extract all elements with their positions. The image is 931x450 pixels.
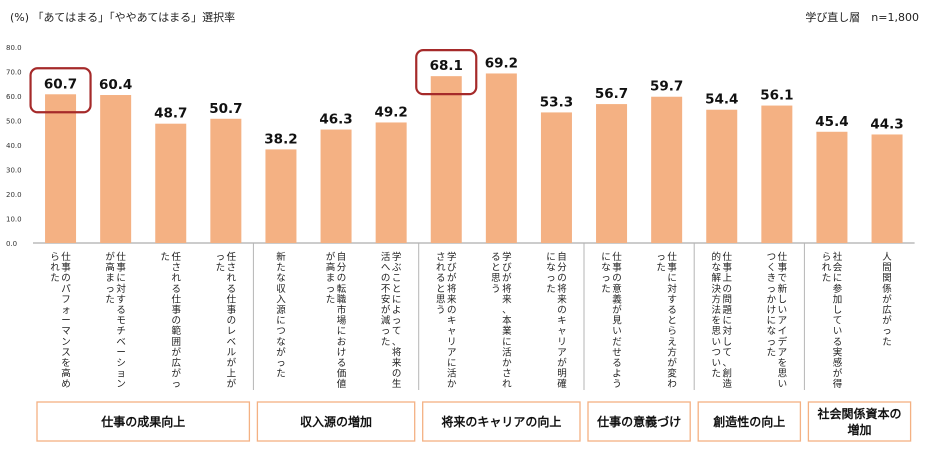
bar: [100, 95, 132, 244]
category-label: 自分の将来のキャリアが明確になった: [546, 251, 567, 390]
y-tick-label: 10.0: [6, 216, 22, 224]
category-label: 仕事に対するとらえ方が変わった: [656, 251, 677, 390]
category-label: 新たな収入源につながった: [276, 251, 286, 380]
bar: [816, 131, 848, 243]
group-box: [36, 401, 251, 442]
bar-value-label: 54.4: [705, 92, 738, 108]
group-label: 将来のキャリアの向上: [441, 414, 561, 429]
bar: [871, 134, 903, 243]
group-box: [256, 401, 416, 442]
bar: [706, 109, 738, 243]
category-label: 学びが将来のキャリアに活かされると思う: [436, 251, 457, 390]
y-tick-label: 80.0: [6, 44, 22, 52]
category-label: 人間関係が広がった: [882, 252, 892, 348]
category-label: 任される仕事の範囲が広がった: [160, 251, 181, 390]
bar-value-label: 53.3: [540, 94, 573, 110]
group-label: 仕事の成果向上: [100, 414, 185, 429]
highlight-box: [415, 49, 478, 96]
bar-value-label: 60.7: [44, 76, 77, 92]
category-label: 仕事の意義が見いだせるようになった: [601, 251, 622, 390]
bar-value-label: 68.1: [430, 58, 463, 74]
bar-value-label: 46.3: [319, 112, 352, 128]
bar-value-label: 44.3: [870, 116, 903, 132]
bar: [210, 118, 242, 243]
category-label: 自分の転職市場における価値が高まった: [326, 251, 347, 390]
category-label: 仕事上の問題に対して、創造的な解決方法を思いついた: [711, 251, 732, 390]
bar: [45, 94, 77, 243]
bar: [651, 96, 683, 243]
y-tick-label: 30.0: [6, 167, 22, 175]
bar-value-label: 50.7: [209, 101, 242, 117]
bar-value-label: 60.4: [99, 77, 132, 93]
bar-value-label: 56.1: [760, 88, 793, 104]
y-tick-label: 70.0: [6, 69, 22, 77]
group-box: [807, 401, 912, 442]
bar: [375, 122, 407, 243]
bar-value-label: 56.7: [595, 86, 628, 102]
group-label: 創造性の向上: [712, 414, 785, 429]
bar: [761, 105, 793, 244]
y-tick-label: 0.0: [6, 240, 17, 248]
unit-note: (%) 「あてはまる」「ややあてはまる」選択率: [10, 11, 236, 24]
group-label: 仕事の意義づけ: [596, 414, 681, 429]
category-label: 学びが将来、本業に活かされると思う: [491, 251, 512, 390]
bar: [596, 104, 628, 244]
y-tick-label: 40.0: [6, 142, 22, 150]
bar: [320, 129, 352, 243]
bar-value-label: 45.4: [815, 114, 848, 130]
category-label: 任される仕事のレベルが上がった: [216, 251, 237, 390]
bar: [485, 73, 517, 244]
category-label: 仕事に対するモチベーションが高まった: [105, 251, 126, 390]
bar: [155, 123, 187, 243]
bar-value-label: 69.2: [485, 55, 518, 71]
bar: [265, 149, 297, 243]
group-box: [697, 401, 802, 442]
group-box: [422, 401, 581, 442]
bar-value-label: 38.2: [264, 131, 297, 147]
group-box: [587, 401, 691, 442]
category-label: 学ぶことによって、将来の生活への不安が減った: [381, 251, 402, 390]
category-label: 仕事で新しいアイデアを思いつくきっかけになった: [767, 251, 788, 390]
bar-value-label: 48.7: [154, 106, 187, 122]
bar-value-label: 49.2: [374, 104, 407, 120]
bar-value-label: 59.7: [650, 79, 683, 95]
bar: [430, 76, 462, 243]
group-label: 社会関係資本の増加: [816, 406, 901, 437]
y-tick-label: 60.0: [6, 93, 22, 101]
category-label: 仕事のパフォーマンスを高められた: [50, 251, 71, 390]
sample-size-note: 学び直し層 n=1,800: [805, 11, 919, 24]
bar: [540, 112, 572, 243]
group-label: 収入源の増加: [300, 414, 372, 429]
category-label: 社会に参加している実感が得られた: [822, 251, 843, 390]
highlight-box: [29, 67, 92, 114]
y-tick-label: 50.0: [6, 118, 22, 126]
y-tick-label: 20.0: [6, 191, 22, 199]
